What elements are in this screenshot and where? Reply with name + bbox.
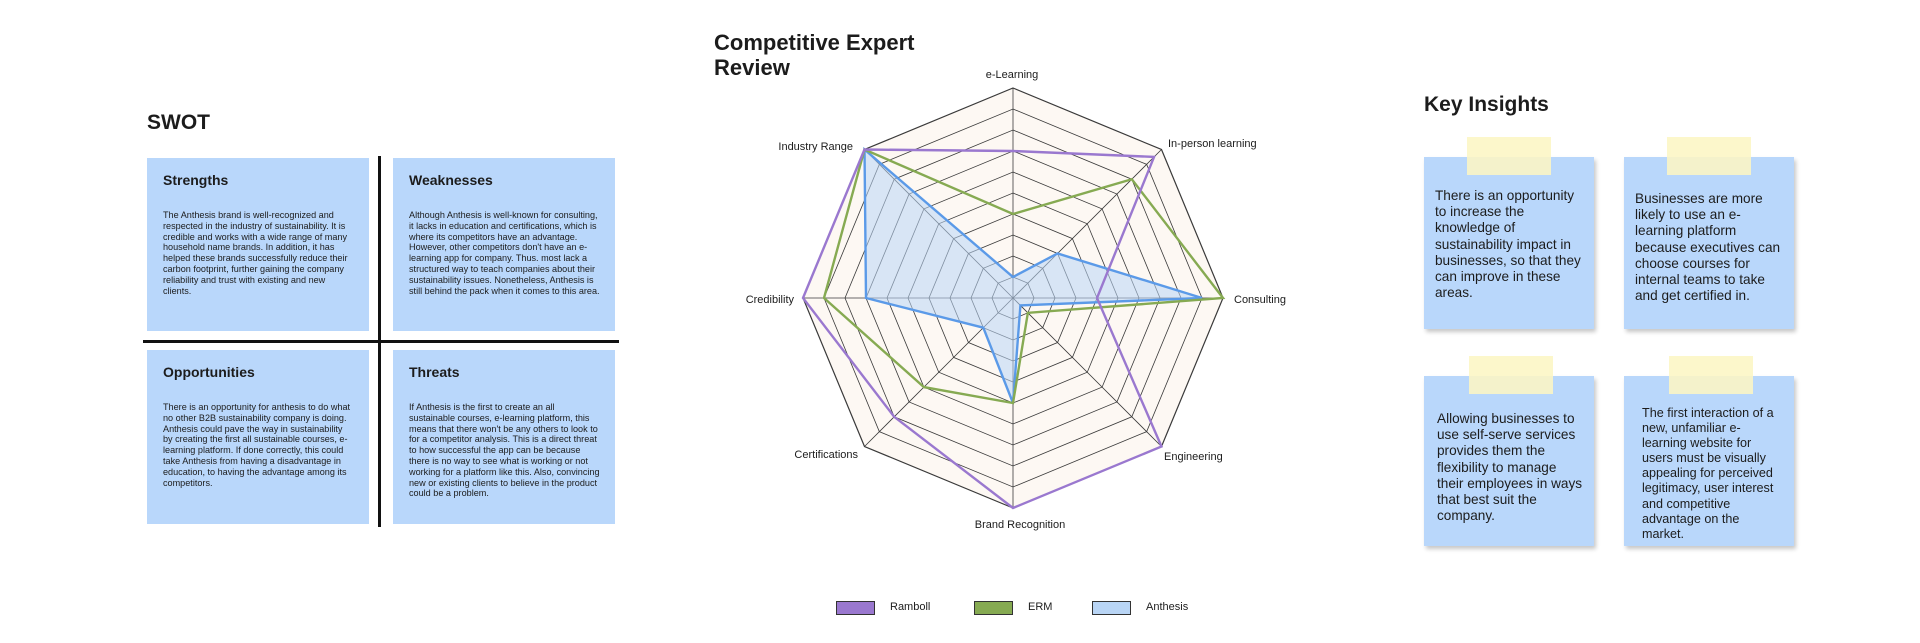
swot-card-opportunities: Opportunities There is an opportunity fo… xyxy=(147,350,369,524)
opportunities-body: There is an opportunity for anthesis to … xyxy=(163,402,351,488)
swot-divider-horizontal xyxy=(143,340,619,343)
sticky-tape xyxy=(1467,137,1551,175)
strengths-body: The Anthesis brand is well-recognized an… xyxy=(163,210,348,296)
legend-swatch-erm xyxy=(974,601,1013,615)
legend-label-erm: ERM xyxy=(1028,601,1053,613)
radar-axis-label: Industry Range xyxy=(778,141,853,153)
radar-axis-label: Brand Recognition xyxy=(975,519,1066,531)
sticky-note: The first interaction of a new, unfamili… xyxy=(1624,376,1794,546)
legend-swatch-anthesis xyxy=(1092,601,1131,615)
swot-card-strengths: Strengths The Anthesis brand is well-rec… xyxy=(147,158,369,331)
radar-spoke xyxy=(1012,297,1162,447)
legend-label-anthesis: Anthesis xyxy=(1146,601,1189,613)
sticky-note: Allowing businesses to use self-serve se… xyxy=(1424,376,1594,546)
weaknesses-heading: Weaknesses xyxy=(409,172,493,188)
radar-axis-label: e-Learning xyxy=(986,69,1039,81)
swot-card-threats: Threats If Anthesis is the first to crea… xyxy=(393,350,615,524)
threats-heading: Threats xyxy=(409,364,460,380)
swot-title: SWOT xyxy=(147,111,210,134)
sticky-tape xyxy=(1667,137,1751,175)
threats-body: If Anthesis is the first to create an al… xyxy=(409,402,600,499)
radar-axis-label: Certifications xyxy=(794,449,858,461)
strengths-heading: Strengths xyxy=(163,172,229,188)
radar-series-ramboll xyxy=(801,148,1164,510)
opportunities-heading: Opportunities xyxy=(163,364,255,380)
radar-axis-label: Engineering xyxy=(1164,451,1223,463)
radar-axis-label: Credibility xyxy=(746,294,795,306)
sticky-tape xyxy=(1669,356,1753,394)
weaknesses-body: Although Anthesis is well-known for cons… xyxy=(409,210,600,296)
radar-axis-label: Consulting xyxy=(1234,294,1286,306)
key-insights-title: Key Insights xyxy=(1424,93,1549,116)
radar-series-erm xyxy=(822,147,1226,405)
sticky-note: There is an opportunity to increase the … xyxy=(1424,157,1594,329)
radar-axis-label: In-person learning xyxy=(1168,138,1257,150)
sticky-tape xyxy=(1469,356,1553,394)
radar-chart-title: Competitive Expert Review xyxy=(714,30,915,80)
swot-card-weaknesses: Weaknesses Although Anthesis is well-kno… xyxy=(393,158,615,331)
sticky-note: Businesses are more likely to use an e-l… xyxy=(1624,157,1794,329)
legend-label-ramboll: Ramboll xyxy=(890,601,931,613)
legend-swatch-ramboll xyxy=(836,601,875,615)
